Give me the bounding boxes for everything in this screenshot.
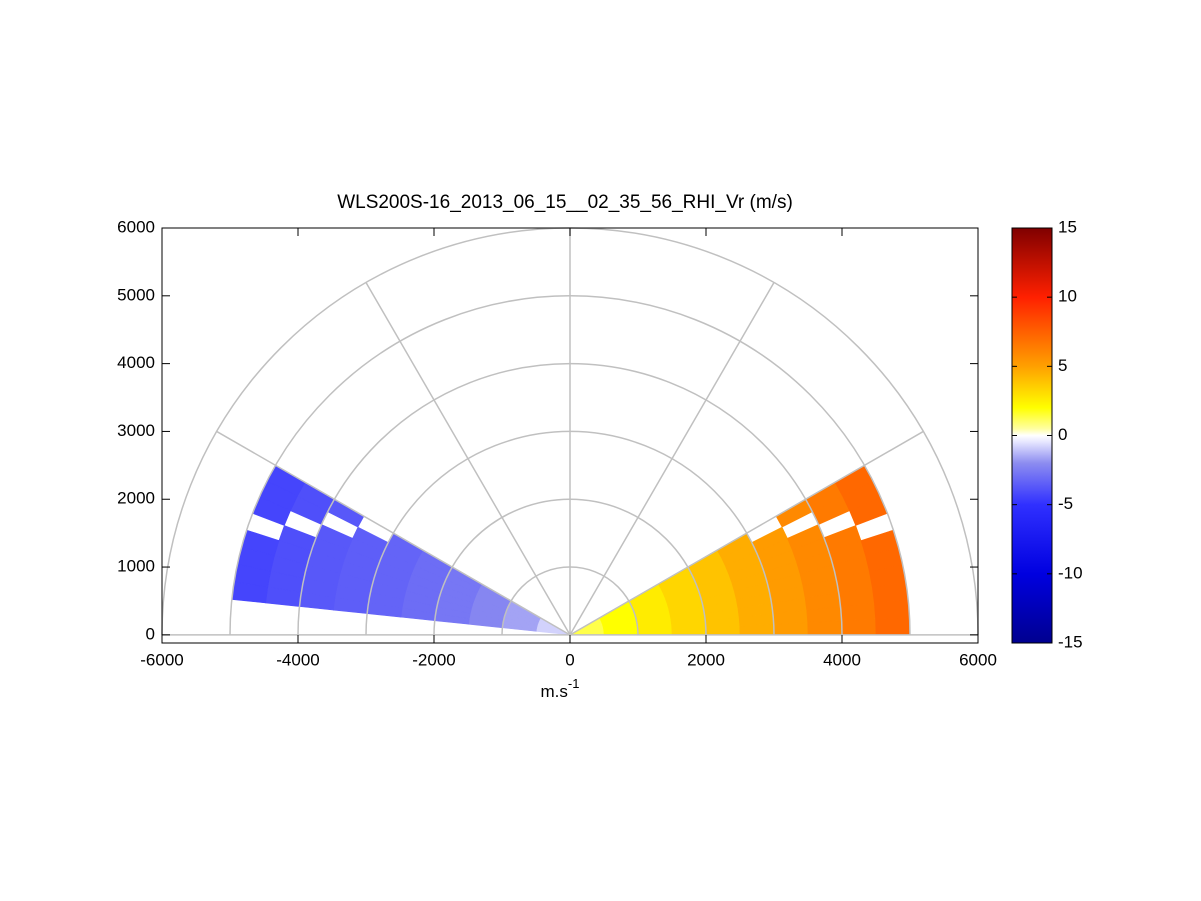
x-tick-label: 2000 [687, 650, 725, 669]
x-tick-label: -6000 [140, 650, 183, 669]
y-tick-label: 5000 [117, 285, 155, 304]
velocity-cell [807, 620, 843, 636]
spoke [569, 430, 924, 636]
velocity-cell [773, 622, 809, 636]
colorbar [1011, 227, 1053, 644]
y-tick-label: 1000 [117, 557, 155, 576]
y-tick-label: 3000 [117, 421, 155, 440]
spoke [365, 282, 571, 636]
x-tick-label: 4000 [823, 650, 861, 669]
chart-title: WLS200S-16_2013_06_15__02_35_56_RHI_Vr (… [337, 192, 793, 213]
velocity-cell [875, 616, 911, 636]
y-tick-label: 0 [146, 624, 155, 643]
x-axis-label: m.s-1 [541, 676, 580, 701]
spoke [216, 430, 571, 636]
colorbar-tick-label: -5 [1058, 494, 1073, 513]
y-tick-label: 4000 [117, 353, 155, 372]
colorbar-tick-label: 0 [1058, 425, 1067, 444]
velocity-cell [841, 618, 877, 636]
colorbar-tick-label: -10 [1058, 563, 1083, 582]
velocity-field [231, 464, 911, 636]
colorbar-tick-label: -15 [1058, 632, 1083, 651]
colorbar-tick-label: 10 [1058, 287, 1077, 306]
y-tick-label: 6000 [117, 217, 155, 236]
x-tick-label: -4000 [276, 650, 319, 669]
spoke [569, 282, 775, 636]
x-label-base: m.s [541, 682, 568, 701]
x-tick-label: 6000 [959, 650, 997, 669]
y-tick-label: 2000 [117, 489, 155, 508]
x-label-superscript: -1 [568, 676, 580, 691]
x-tick-label: -2000 [412, 650, 455, 669]
colorbar-tick-label: 15 [1058, 217, 1077, 236]
x-tick-label: 0 [565, 650, 574, 669]
colorbar-tick-label: 5 [1058, 356, 1067, 375]
